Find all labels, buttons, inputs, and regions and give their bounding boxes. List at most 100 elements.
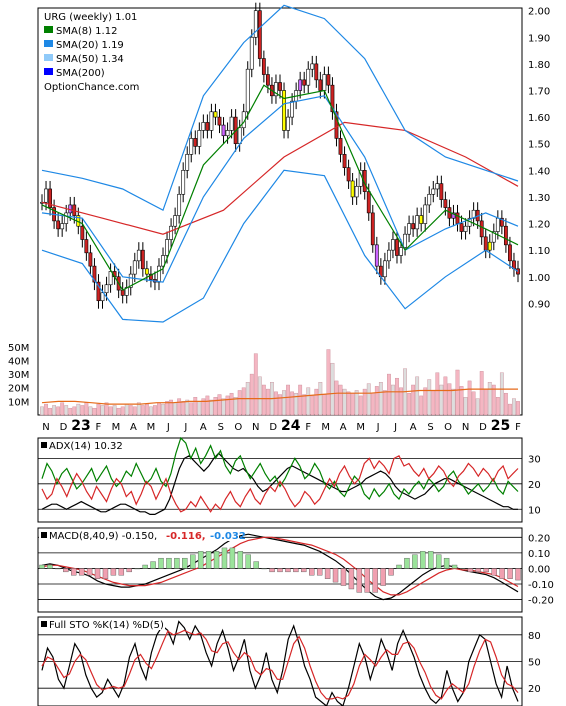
volume-tick-label: 40M — [8, 356, 29, 367]
volume-bar — [261, 384, 266, 416]
volume-bar — [290, 391, 295, 416]
candle-body — [342, 154, 347, 168]
volume-bar — [44, 403, 48, 416]
legend-swatch — [44, 26, 53, 33]
macd-histogram-bar — [428, 551, 434, 569]
candle-body — [104, 284, 109, 294]
price-tick-label: 1.90 — [528, 33, 550, 44]
candle-body — [411, 223, 416, 230]
candle-body — [415, 215, 420, 230]
macd-histogram-bar — [475, 568, 482, 573]
macd-histogram-bar — [301, 568, 307, 573]
x-tick-label: F — [96, 422, 102, 433]
bollinger-lower-line — [41, 169, 519, 323]
volume-bar — [52, 405, 57, 416]
candle-body — [193, 138, 198, 147]
volume-bar — [479, 371, 484, 416]
volume-bar — [326, 349, 331, 416]
candle-body — [322, 74, 327, 91]
volume-bar — [399, 387, 403, 416]
macd-histogram-bar — [499, 568, 505, 579]
stoch-d-line — [41, 629, 519, 700]
macd-histogram-bar — [253, 561, 259, 569]
macd-histogram-bar — [118, 568, 125, 576]
volume-bar — [443, 376, 448, 416]
candle-body — [132, 260, 137, 275]
sma8-line — [41, 84, 519, 291]
tick-label: 80 — [528, 631, 541, 642]
candle-body — [487, 241, 492, 251]
x-tick-label: D — [60, 422, 68, 433]
sto-swatch — [41, 621, 47, 627]
macd-histogram-bar — [324, 568, 331, 579]
volume-bar — [322, 394, 327, 416]
volume-bar — [467, 380, 472, 416]
candle-body — [217, 116, 222, 126]
volume-bar — [306, 387, 311, 416]
volume-bar — [278, 394, 282, 416]
volume-bar — [310, 395, 315, 416]
candle-body — [128, 273, 133, 288]
volume-bar — [342, 388, 347, 416]
macd-histogram-bar — [158, 557, 164, 569]
x-tick-label: 24 — [281, 418, 301, 434]
candle-body — [495, 217, 500, 232]
macd-histogram-bar — [277, 568, 283, 573]
macd-label: MACD(8,40,9) -0.150, — [49, 531, 157, 542]
macd-histogram-bar — [229, 547, 236, 569]
volume-bar — [104, 402, 109, 416]
candle-body — [338, 138, 343, 155]
macd-histogram-bar — [404, 557, 410, 569]
legend-label: SMA(8) 1.12 — [56, 26, 117, 37]
volume-bar — [395, 377, 399, 416]
price-tick-label: 1.40 — [528, 166, 550, 177]
candle-body — [366, 191, 371, 214]
volume-bar — [249, 373, 254, 416]
x-tick-label: J — [183, 422, 187, 433]
candle-body — [286, 116, 290, 131]
candle-body — [435, 183, 440, 190]
price-tick-label: 1.10 — [528, 246, 550, 257]
volume-bar — [189, 402, 194, 416]
volume-bar — [60, 402, 65, 416]
candle-body — [306, 68, 311, 86]
tick-label: 30 — [528, 454, 541, 465]
volume-bar — [217, 394, 222, 416]
candle-body — [257, 10, 262, 59]
macd-histogram-bar — [293, 568, 299, 573]
volume-bar — [451, 388, 456, 416]
macd-histogram-bar — [134, 568, 140, 570]
volume-bar — [157, 402, 161, 416]
macd-histogram-bar — [261, 568, 267, 570]
candle-body — [225, 130, 230, 137]
volume-tick-label: 30M — [8, 370, 29, 381]
candle-body — [374, 244, 379, 267]
candle-body — [431, 188, 436, 195]
tick-label: 0.00 — [528, 564, 550, 575]
candle-body — [302, 79, 307, 86]
candle-body — [157, 265, 161, 283]
plus-di-line — [41, 436, 519, 501]
legend-label: SMA(50) 1.34 — [56, 54, 124, 65]
volume-bar — [161, 403, 165, 416]
x-tick-label: A — [410, 422, 417, 433]
sto-label-bg — [39, 618, 165, 630]
volume-bar — [387, 373, 391, 416]
macd-histogram-bar — [285, 568, 291, 573]
macd-histogram-bar — [364, 568, 370, 593]
macd-histogram-bar — [412, 554, 418, 569]
macd-histogram-bar — [174, 557, 180, 569]
legend-label: SMA(20) 1.19 — [56, 40, 124, 51]
macd-histogram-bar — [197, 551, 204, 569]
volume-bar — [84, 402, 89, 416]
candle-body — [144, 268, 149, 275]
candle-body — [503, 225, 508, 246]
legend: URG (weekly) 1.01 SMA(8) 1.12 SMA(20) 1.19… — [39, 9, 246, 631]
volume-bar — [64, 405, 69, 416]
volume-bar — [169, 399, 173, 416]
candle-body — [491, 231, 496, 243]
x-tick-label: 25 — [491, 418, 510, 434]
candle-body — [100, 292, 105, 302]
candle-body — [88, 252, 93, 267]
volume-bar — [362, 388, 367, 416]
